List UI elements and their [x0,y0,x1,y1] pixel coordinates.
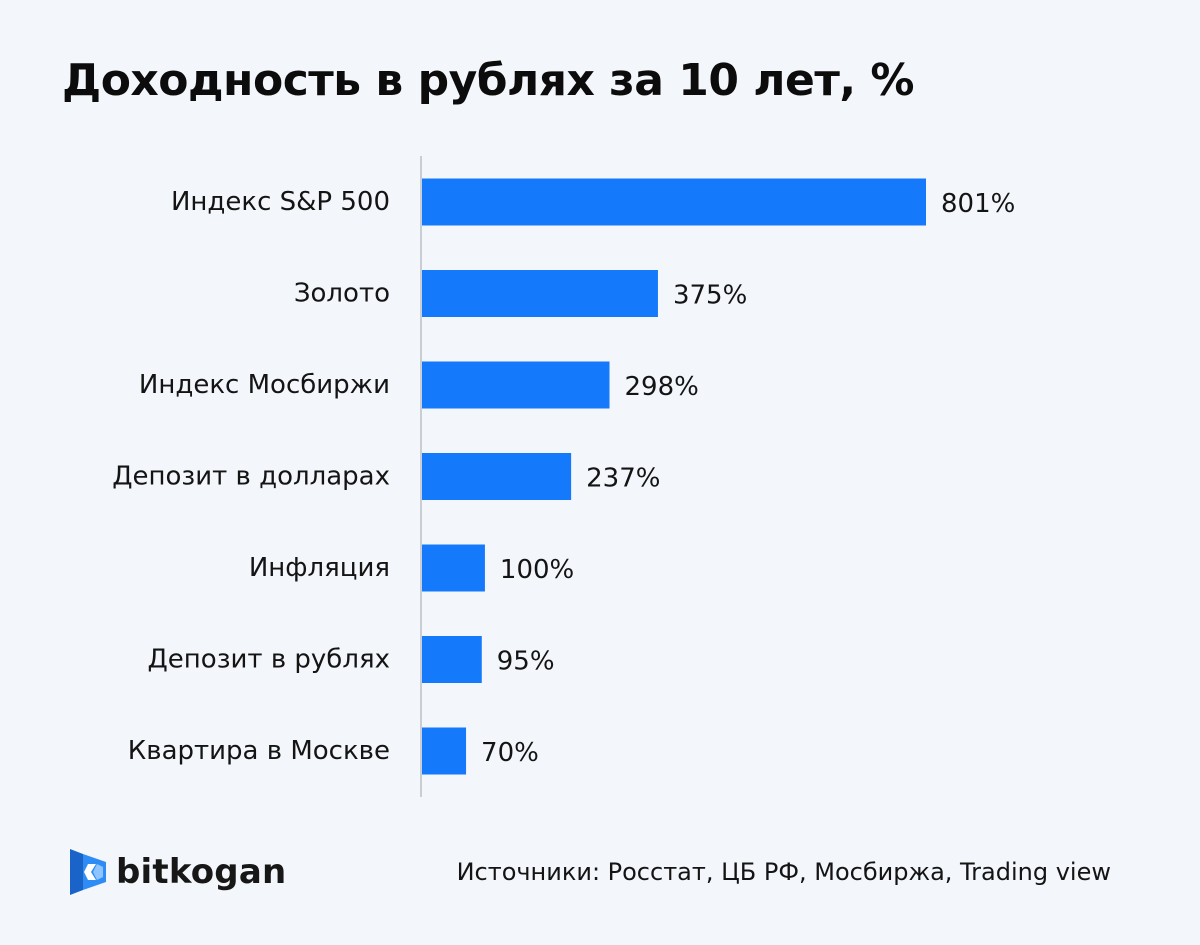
category-label-1: Золото [294,279,390,309]
brand-name: bitkogan [116,852,287,892]
bar-4 [422,544,485,592]
category-label-3: Депозит в долларах [112,462,390,492]
value-label-0: 801% [941,189,1015,219]
chart-title: Доходность в рублях за 10 лет, % [62,55,914,106]
value-label-2: 298% [625,372,699,402]
value-label-5: 95% [497,647,555,677]
bar-2 [422,361,610,409]
value-labels: 801% 375% 298% 237% 100% 95% 70% [481,189,1015,768]
bar-3 [422,453,572,500]
category-labels: Индекс S&P 500 Золото Индекс Мосбиржи Депоз… [112,187,390,766]
category-label-6: Квартира в Москве [128,736,390,766]
value-label-1: 375% [673,281,747,311]
brand-logo: bitkogan [70,846,286,898]
value-label-4: 100% [500,555,574,585]
bar-0 [422,178,926,226]
value-label-6: 70% [481,738,539,768]
value-label-3: 237% [586,464,660,494]
bar-6 [422,727,467,775]
bar-5 [422,636,482,683]
bitkogan-logo-icon [70,849,106,895]
sources-note: Источники: Росстат, ЦБ РФ, Мосбиржа, Tra… [456,858,1111,886]
category-label-0: Индекс S&P 500 [171,187,390,217]
category-label-5: Депозит в рублях [147,645,390,675]
category-label-4: Инфляция [249,553,390,583]
bar-1 [422,270,658,317]
bars [422,178,926,775]
category-label-2: Индекс Мосбиржи [139,370,390,400]
